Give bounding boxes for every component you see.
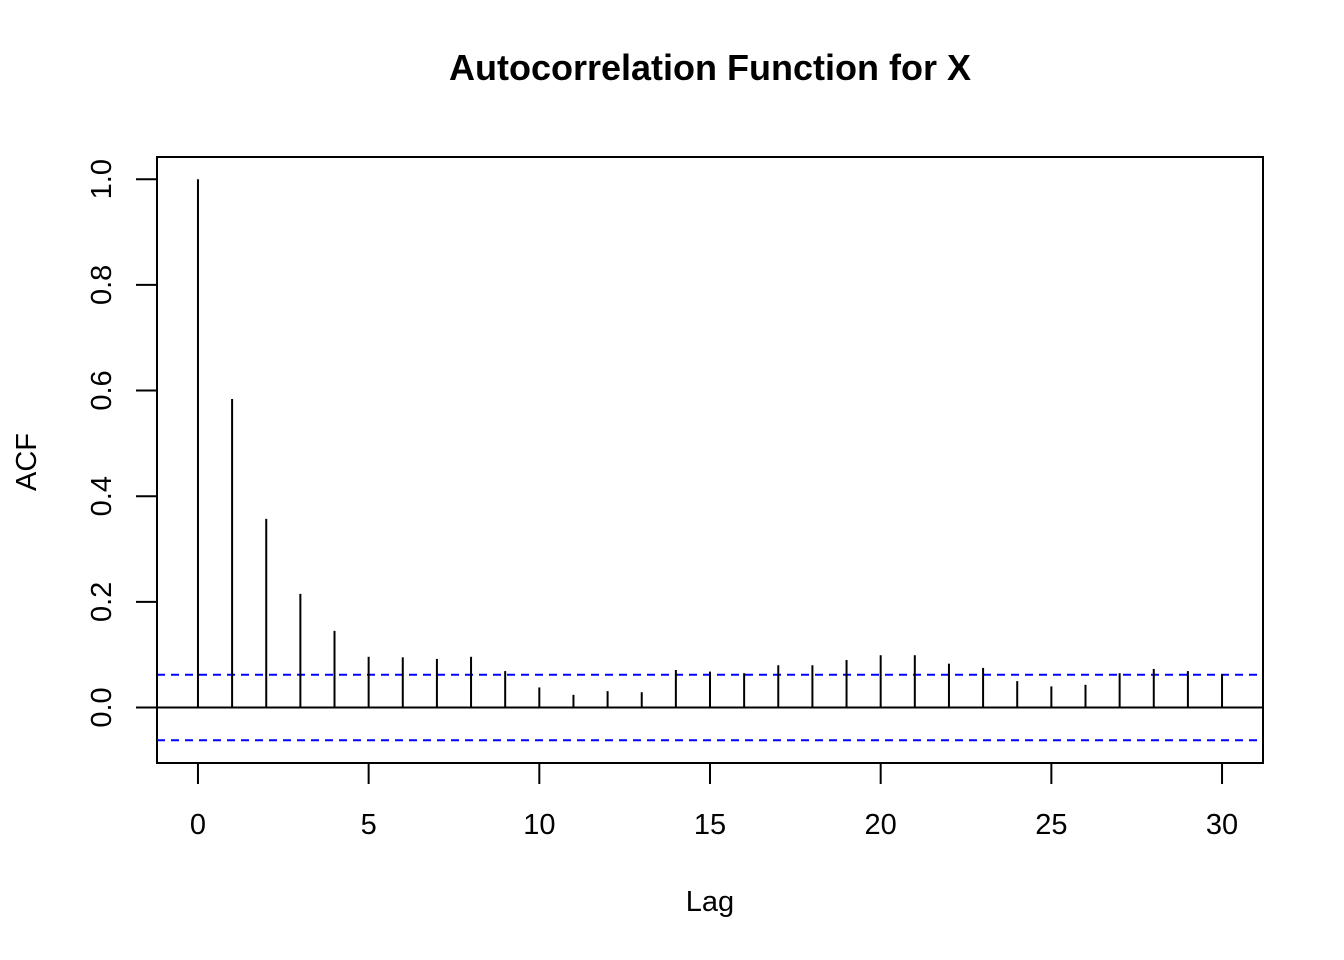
x-tick-label: 0 (190, 809, 206, 841)
x-axis: 0 5 10 15 20 25 30 (190, 762, 1238, 841)
y-tick-label: 0.8 (86, 265, 118, 305)
x-axis-label: Lag (686, 886, 734, 918)
y-tick-label: 0.2 (86, 582, 118, 622)
y-tick-label: 0.4 (86, 476, 118, 516)
chart-title: Autocorrelation Function for X (449, 47, 971, 88)
x-tick-label: 25 (1035, 809, 1067, 841)
y-tick-label: 0.6 (86, 370, 118, 410)
x-tick-label: 15 (694, 809, 726, 841)
y-axis: 0.0 0.2 0.4 0.6 0.8 1.0 (86, 159, 158, 728)
x-tick-label: 20 (865, 809, 897, 841)
y-tick-label: 0.0 (86, 687, 118, 727)
x-tick-label: 10 (523, 809, 555, 841)
y-axis-label: ACF (11, 433, 43, 491)
y-tick-label: 1.0 (86, 159, 118, 199)
plot-area (156, 156, 1264, 764)
x-tick-label: 30 (1206, 809, 1238, 841)
x-tick-label: 5 (361, 809, 377, 841)
